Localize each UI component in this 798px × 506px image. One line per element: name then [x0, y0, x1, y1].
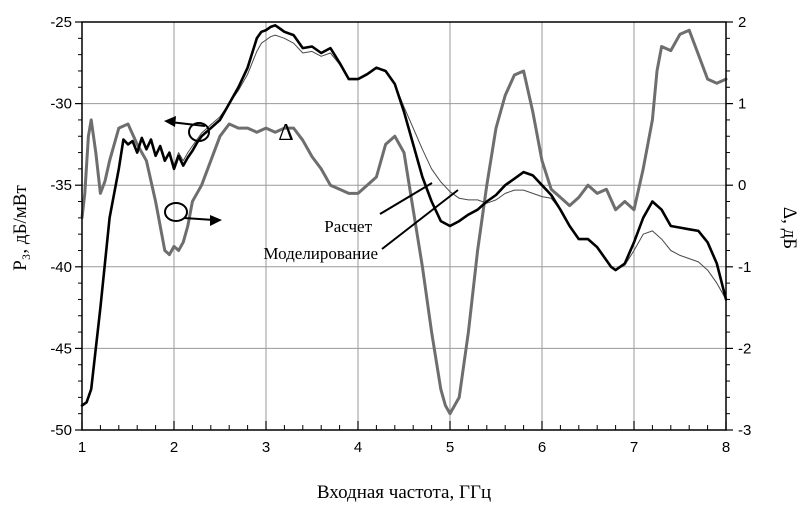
tick-label-x: 6: [538, 439, 546, 456]
plot-frame: [81, 21, 727, 431]
tick-label-y-left: -40: [50, 259, 72, 276]
series-line-delta: [80, 28, 728, 416]
y-axis-left-label: P₃, дБ/мВт: [10, 185, 31, 271]
right-axis-marker-circle: [164, 202, 188, 222]
tick-label-y-right: 2: [738, 14, 746, 31]
series-line-raschet: [80, 24, 728, 407]
tick-label-y-right: -3: [738, 422, 751, 439]
x-axis-label: Входная частота, ГГц: [317, 482, 491, 503]
raschet-leader-line: [379, 182, 433, 215]
series-layer: [80, 24, 728, 416]
tick-label-x: 4: [354, 439, 362, 456]
right-axis-arrow-line: [183, 217, 215, 221]
tick-label-y-left: -45: [50, 340, 72, 357]
tick-label-x: 2: [170, 439, 178, 456]
tick-label-y-right: -1: [738, 259, 751, 276]
modelirovanie-label: Моделирование: [263, 244, 378, 263]
tick-labels: 1 2 3 4 5 6 7 8 -25 -30 -35 -40 -45 -50 2 1 0 -1 -2 -3: [50, 14, 751, 456]
tick-label-x: 5: [446, 439, 454, 456]
delta-label: Δ: [278, 120, 293, 146]
tick-label-y-left: -30: [50, 96, 72, 113]
tick-label-y-left: -25: [50, 14, 72, 31]
modelirovanie-leader-line: [381, 189, 459, 250]
tick-label-y-right: 0: [738, 177, 746, 194]
tick-label-y-left: -35: [50, 177, 72, 194]
tick-label-x: 8: [722, 439, 730, 456]
grid: [82, 22, 726, 430]
tick-label-y-right: -2: [738, 340, 751, 357]
right-arrow-icon: [210, 215, 222, 226]
tick-label-y-left: -50: [50, 422, 72, 439]
left-axis-marker-circle: [188, 122, 210, 142]
y-axis-right-label: Δ, дБ: [779, 207, 798, 249]
left-arrow-icon: [164, 116, 176, 127]
tick-label-x: 3: [262, 439, 270, 456]
tick-label-y-right: 1: [738, 96, 746, 113]
tick-label-x: 7: [630, 439, 638, 456]
raschet-label: Расчет: [324, 217, 372, 236]
annotations: Δ Расчет Моделирование: [164, 116, 459, 263]
tick-label-x: 1: [78, 439, 86, 456]
left-axis-arrow-line: [169, 121, 206, 127]
